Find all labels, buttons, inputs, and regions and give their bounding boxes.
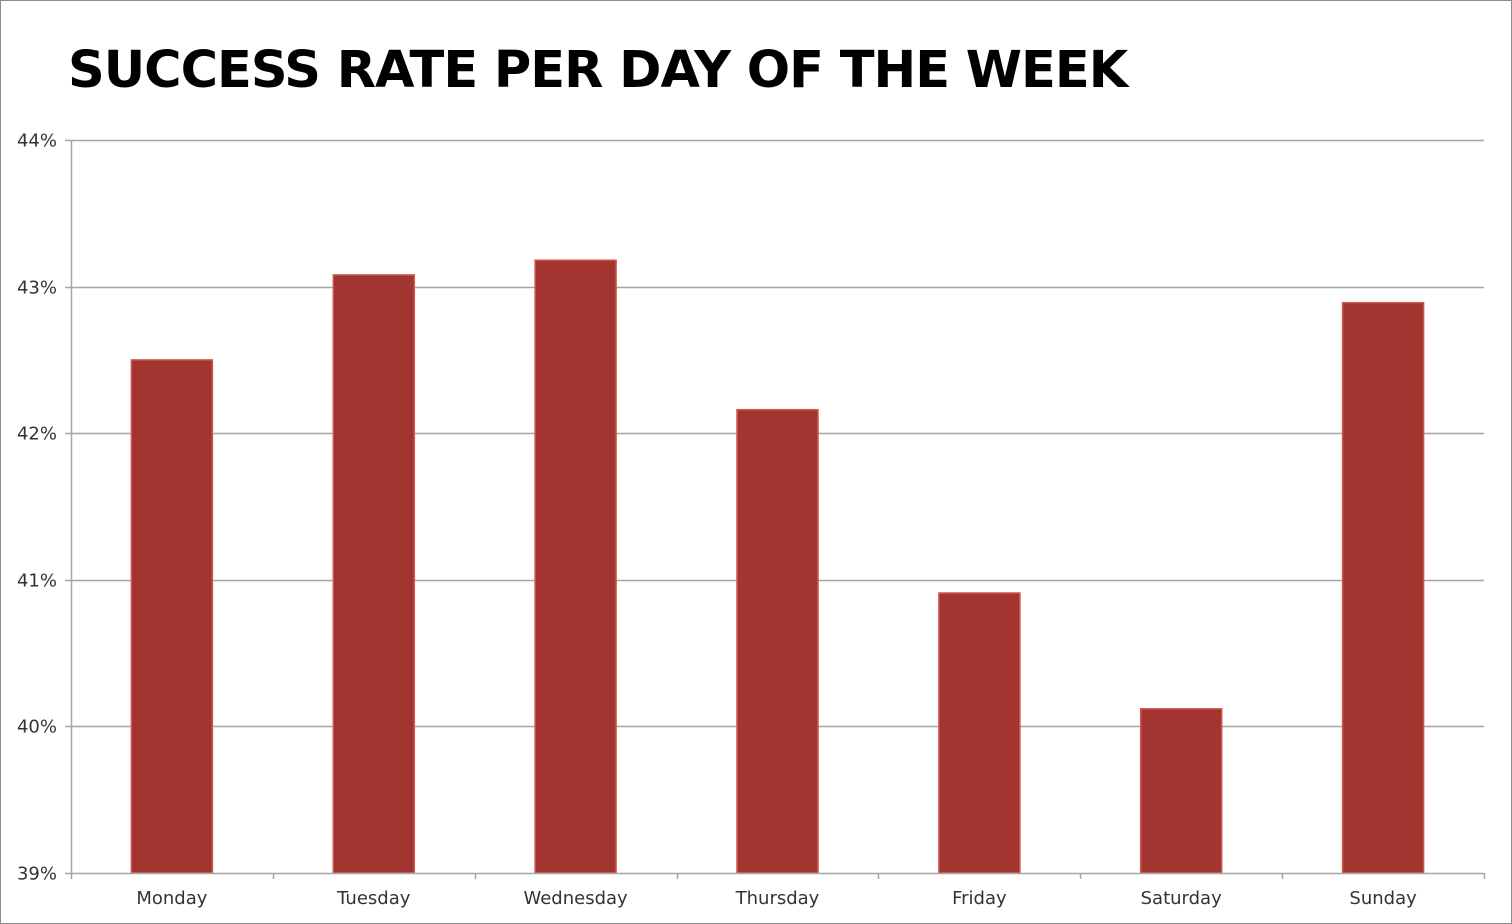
x-tick-label: Monday <box>136 888 207 909</box>
bar-monday <box>130 359 214 874</box>
bar-tuesday <box>332 274 416 874</box>
bar-saturday <box>1139 708 1223 874</box>
x-tick-label: Thursday <box>735 888 820 909</box>
axes <box>65 139 1486 879</box>
bar-sunday <box>1341 301 1425 874</box>
y-tick-label: 40% <box>17 717 57 738</box>
bar-wednesday <box>534 259 617 874</box>
bar-thursday <box>736 408 819 874</box>
y-tick-label: 42% <box>17 424 57 445</box>
tick-labels: 39% 40% 41% 42% 43% 44% Monday Tuesday Wednesday… <box>17 131 1417 910</box>
x-tick-label: Saturday <box>1141 888 1222 909</box>
y-tick-label: 44% <box>17 131 57 152</box>
x-tick-label: Sunday <box>1349 888 1417 909</box>
y-tick-label: 41% <box>17 571 57 592</box>
x-tick-label: Tuesday <box>336 888 411 909</box>
bar-friday <box>938 592 1021 874</box>
chart-title: SUCCESS RATE PER DAY OF THE WEEK <box>68 41 1128 100</box>
x-tick-label: Wednesday <box>523 888 628 909</box>
y-tick-label: 39% <box>17 864 57 885</box>
x-tick-label: Friday <box>952 888 1007 909</box>
y-tick-label: 43% <box>17 278 57 299</box>
bars <box>130 259 1425 874</box>
